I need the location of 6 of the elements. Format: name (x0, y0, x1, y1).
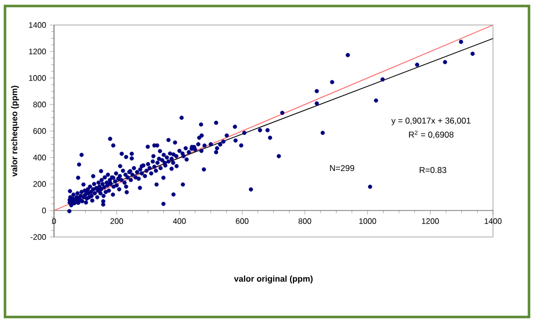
annotation: y = 0,9017x + 36,001 (391, 118, 470, 126)
y-axis-title: valor rechequeo (ppm) (11, 86, 19, 177)
annotation: N=299 (330, 165, 354, 172)
x-axis-title: valor original (ppm) (234, 276, 313, 284)
annotation: R=0.83 (420, 167, 446, 173)
annotation: R$^{2}$ = 0,6908 (409, 130, 454, 139)
